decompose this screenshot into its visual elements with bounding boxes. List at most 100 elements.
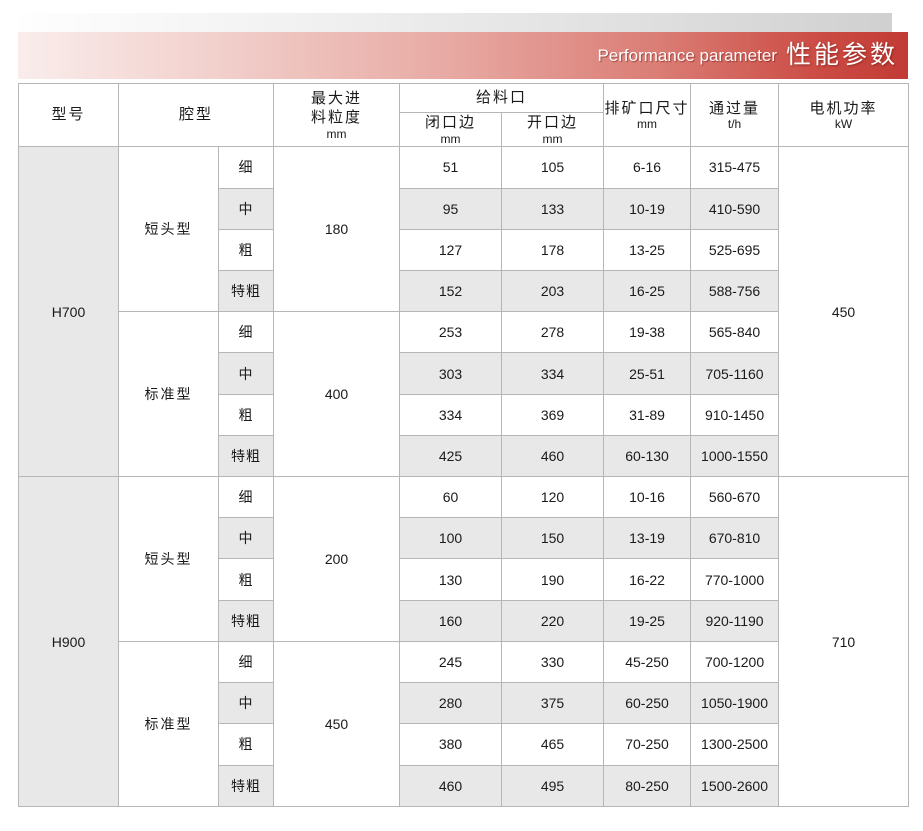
cell-motor-power: 450	[778, 146, 910, 478]
header-motor-power-label: 电机功率	[809, 99, 878, 117]
cell-open-side: 375	[501, 682, 605, 725]
cell-capacity: 565-840	[690, 311, 780, 354]
header-open-side-unit: mm	[542, 131, 563, 146]
cell-discharge: 25-51	[603, 352, 692, 395]
cell-discharge: 60-130	[603, 434, 692, 478]
cell-capacity: 700-1200	[690, 640, 780, 684]
cell-closed-side: 51	[399, 146, 503, 189]
cell-closed-side: 280	[399, 682, 503, 725]
table-row: 粗 334 369 31-89 910-1450	[19, 393, 909, 436]
cell-fineness: 细	[217, 476, 275, 519]
cell-fineness: 细	[217, 311, 275, 354]
cell-closed-side: 334	[399, 393, 503, 436]
cell-max-feed: 400	[273, 311, 401, 478]
cell-capacity: 588-756	[690, 269, 780, 313]
cell-fineness: 中	[217, 352, 275, 395]
cell-capacity: 1500-2600	[690, 764, 780, 808]
table-row: 标准型 细 450 245 330 45-250 700-1200	[19, 640, 909, 808]
cell-open-side: 330	[501, 640, 605, 684]
cell-fineness: 细	[217, 640, 275, 684]
cell-fineness: 中	[217, 187, 275, 230]
cell-max-feed: 200	[273, 476, 401, 642]
top-gradient-bar	[18, 13, 892, 32]
banner-title-en: Performance parameter	[597, 46, 777, 65]
cell-discharge: 70-250	[603, 723, 692, 766]
cell-open-side: 220	[501, 599, 605, 642]
table-header-row-1: 型号 腔型 最大进 料粒度 mm 给料口 排矿口尺寸 mm 通过量 t/h 电机…	[18, 82, 910, 148]
cell-fineness: 特粗	[217, 434, 275, 478]
cell-open-side: 178	[501, 228, 605, 271]
header-closed-side-unit: mm	[440, 131, 461, 146]
performance-table: 型号 腔型 最大进 料粒度 mm 给料口 排矿口尺寸 mm 通过量 t/h 电机…	[18, 82, 910, 808]
cell-discharge: 10-16	[603, 476, 692, 519]
cell-max-feed: 450	[273, 640, 401, 808]
cell-fineness: 粗	[217, 393, 275, 436]
cell-capacity: 560-670	[690, 476, 780, 519]
cell-closed-side: 245	[399, 640, 503, 684]
cell-cavity-type: 标准型	[118, 311, 219, 478]
header-discharge-size: 排矿口尺寸 mm	[603, 82, 692, 148]
cell-closed-side: 152	[399, 269, 503, 313]
header-capacity-unit: t/h	[727, 117, 742, 131]
cell-open-side: 150	[501, 517, 605, 560]
cell-discharge: 45-250	[603, 640, 692, 684]
banner-title-zh: 性能参数	[785, 41, 898, 69]
cell-max-feed: 180	[273, 146, 401, 313]
cell-capacity: 770-1000	[690, 558, 780, 601]
cell-cavity-type: 标准型	[118, 640, 219, 808]
table-row: 粗 130 190 16-22 770-1000	[19, 558, 909, 601]
cell-open-side: 120	[501, 476, 605, 519]
cell-discharge: 13-25	[603, 228, 692, 271]
header-open-side: 开口边 mm	[501, 111, 605, 148]
table-row: H700 短头型 细 180 51 105 6-16 315-475 450	[18, 146, 910, 478]
table-row: 中 95 133 10-19 410-590	[19, 187, 909, 230]
cell-open-side: 369	[501, 393, 605, 436]
header-closed-side-label: 闭口边	[425, 114, 477, 131]
cell-fineness: 特粗	[217, 269, 275, 313]
cell-cavity-type: 短头型	[118, 146, 219, 313]
cell-closed-side: 100	[399, 517, 503, 560]
cell-capacity: 920-1190	[690, 599, 780, 642]
table-row: 特粗 460 495 80-250 1500-2600	[19, 764, 909, 808]
cell-fineness: 特粗	[217, 764, 275, 808]
cell-capacity: 1050-1900	[690, 682, 780, 725]
cell-model: H900	[18, 476, 119, 807]
header-max-feed-unit: mm	[326, 126, 347, 141]
cell-closed-side: 60	[399, 476, 503, 519]
header-capacity: 通过量 t/h	[690, 82, 780, 148]
cell-fineness: 特粗	[217, 599, 275, 642]
cell-open-side: 334	[501, 352, 605, 395]
cell-capacity: 525-695	[690, 228, 780, 271]
cell-capacity: 1300-2500	[690, 723, 780, 766]
cell-open-side: 190	[501, 558, 605, 601]
cell-open-side: 203	[501, 269, 605, 313]
cell-fineness: 粗	[217, 228, 275, 271]
header-max-feed-size: 最大进 料粒度 mm	[273, 82, 401, 148]
cell-discharge: 16-25	[603, 269, 692, 313]
cell-closed-side: 130	[399, 558, 503, 601]
cell-motor-power: 710	[778, 476, 910, 807]
header-discharge-label: 排矿口尺寸	[604, 99, 690, 117]
header-capacity-label: 通过量	[709, 99, 761, 117]
cell-open-side: 278	[501, 311, 605, 354]
cell-open-side: 460	[501, 434, 605, 478]
cell-capacity: 910-1450	[690, 393, 780, 436]
header-model: 型号	[18, 82, 119, 148]
header-feed-opening: 给料口	[399, 83, 605, 113]
cell-closed-side: 380	[399, 723, 503, 766]
cell-open-side: 133	[501, 187, 605, 230]
cell-discharge: 16-22	[603, 558, 692, 601]
cell-closed-side: 95	[399, 187, 503, 230]
cell-fineness: 粗	[217, 558, 275, 601]
cell-closed-side: 127	[399, 228, 503, 271]
header-closed-side: 闭口边 mm	[399, 111, 503, 148]
table-row: 特粗 152 203 16-25 588-756	[19, 269, 909, 313]
table-row: 粗 127 178 13-25 525-695	[19, 228, 909, 271]
header-open-side-label: 开口边	[527, 114, 579, 131]
cell-cavity-type: 短头型	[118, 476, 219, 642]
cell-discharge: 10-19	[603, 187, 692, 230]
cell-discharge: 60-250	[603, 682, 692, 725]
table-row: 特粗 425 460 60-130 1000-1550	[19, 434, 909, 478]
cell-open-side: 495	[501, 764, 605, 808]
cell-fineness: 中	[217, 517, 275, 560]
